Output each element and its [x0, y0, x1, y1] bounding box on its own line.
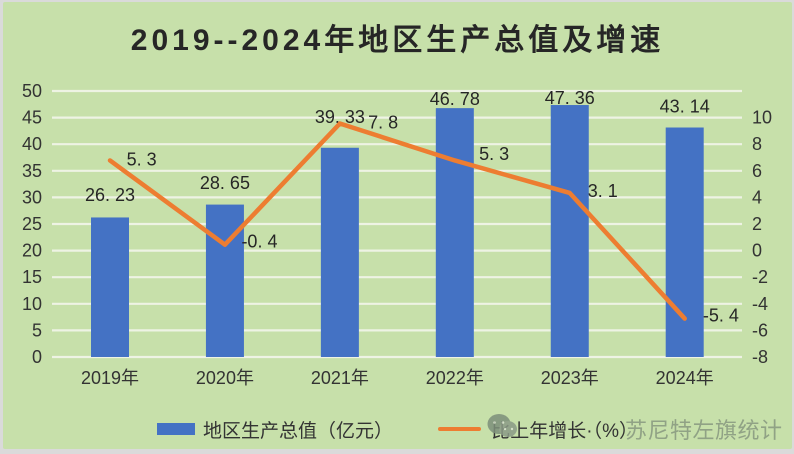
svg-text:15: 15 — [22, 267, 42, 287]
svg-text:-2: -2 — [752, 267, 768, 287]
svg-text:7. 8: 7. 8 — [368, 113, 398, 133]
svg-text:5: 5 — [32, 320, 42, 340]
svg-text:-0. 4: -0. 4 — [241, 231, 277, 251]
svg-text:25: 25 — [22, 214, 42, 234]
svg-text:50: 50 — [22, 81, 42, 101]
svg-text:-5. 4: -5. 4 — [703, 305, 739, 325]
svg-text:3. 1: 3. 1 — [588, 181, 618, 201]
svg-text:5. 3: 5. 3 — [479, 144, 509, 164]
svg-text:4: 4 — [752, 187, 762, 207]
svg-text:8: 8 — [752, 134, 762, 154]
svg-text:30: 30 — [22, 187, 42, 207]
svg-text:10: 10 — [22, 294, 42, 314]
svg-text:43. 14: 43. 14 — [660, 97, 710, 117]
svg-text:2023年: 2023年 — [541, 368, 599, 388]
svg-text:6: 6 — [752, 161, 762, 181]
svg-text:2020年: 2020年 — [196, 368, 254, 388]
svg-text:2022年: 2022年 — [426, 368, 484, 388]
svg-text:2024年: 2024年 — [656, 368, 714, 388]
svg-text:40: 40 — [22, 134, 42, 154]
svg-text:26. 23: 26. 23 — [85, 185, 135, 205]
svg-text:-4: -4 — [752, 294, 768, 314]
svg-text:2021年: 2021年 — [311, 368, 369, 388]
svg-text:35: 35 — [22, 161, 42, 181]
svg-text:47. 36: 47. 36 — [545, 88, 595, 108]
svg-text:20: 20 — [22, 241, 42, 261]
svg-text:10: 10 — [752, 108, 772, 128]
svg-text:0: 0 — [752, 241, 762, 261]
svg-text:2: 2 — [752, 214, 762, 234]
svg-text:28. 65: 28. 65 — [200, 173, 250, 193]
svg-text:-8: -8 — [752, 347, 768, 367]
svg-text:0: 0 — [32, 347, 42, 367]
svg-text:2019年: 2019年 — [81, 368, 139, 388]
svg-text:46. 78: 46. 78 — [430, 89, 480, 109]
svg-text:5. 3: 5. 3 — [127, 149, 157, 169]
svg-text:-6: -6 — [752, 320, 768, 340]
svg-text:45: 45 — [22, 108, 42, 128]
